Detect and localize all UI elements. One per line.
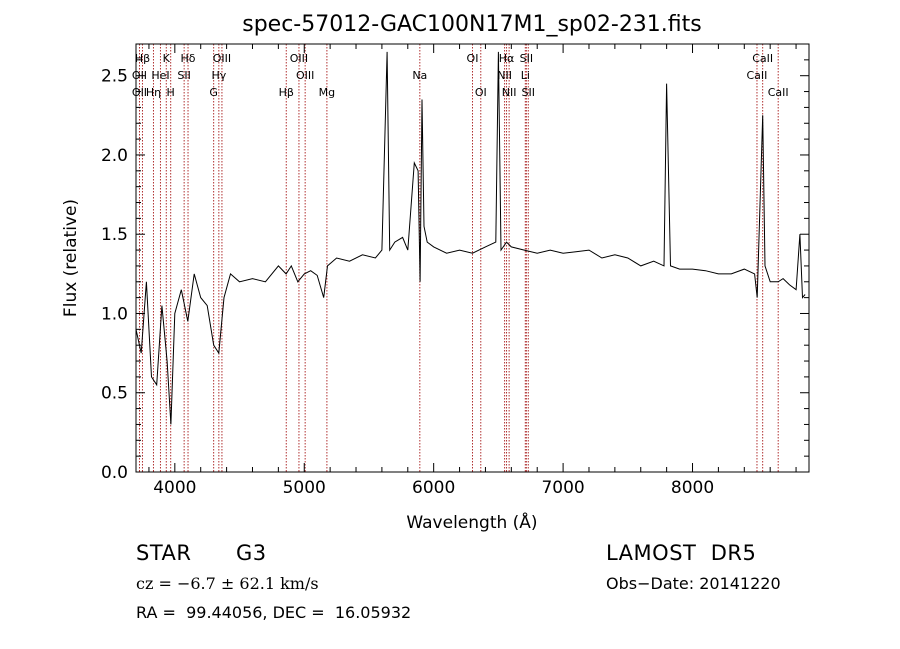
plot-frame	[135, 43, 810, 473]
line-label: SII	[520, 52, 533, 65]
line-label: H	[167, 86, 175, 99]
y-tick-label: 1.5	[101, 225, 128, 245]
line-label: OIII	[296, 69, 314, 82]
line-label: OII	[132, 86, 147, 99]
x-tick-label: 6000	[412, 478, 455, 498]
line-label: CaII	[768, 86, 789, 99]
line-label: OI	[467, 52, 479, 65]
line-label: OI	[475, 86, 487, 99]
x-axis: 4000 5000 6000 7000 8000	[148, 44, 797, 498]
line-label: Mg	[319, 86, 335, 99]
y-axis-label: Flux (relative)	[61, 199, 81, 317]
line-label: K	[163, 52, 171, 65]
observation-date: Obs−Date: 20141220	[606, 574, 781, 593]
line-label: SII	[522, 86, 535, 99]
line-label: Hβ	[279, 86, 294, 99]
line-label: G	[209, 86, 218, 99]
object-subclass: G3	[236, 541, 267, 565]
line-label: Li	[521, 69, 530, 82]
data-release: LAMOST DR5	[606, 541, 757, 565]
emission-line-labels: Hβ K Hδ OIII OIII OI Hα SII CaII OII HeI SII Hγ OIII N…	[132, 52, 789, 99]
line-label: Hδ	[181, 52, 196, 65]
coordinates: RA = 99.44056, DEC = 16.05932	[136, 603, 412, 622]
object-class: STAR	[136, 541, 192, 565]
x-axis-label: Wavelength (Å)	[406, 511, 537, 533]
y-tick-label: 2.0	[101, 146, 128, 166]
y-tick-label: 0.5	[101, 384, 128, 404]
line-label: OIII	[213, 52, 231, 65]
line-label: NII	[502, 86, 517, 99]
line-label: NII	[497, 69, 512, 82]
line-label: Hη	[146, 86, 161, 99]
y-tick-label: 2.5	[101, 67, 128, 87]
x-tick-label: 8000	[671, 478, 714, 498]
x-tick-label: 5000	[283, 478, 326, 498]
line-label: SII	[177, 69, 190, 82]
spectrum-line	[135, 51, 806, 425]
line-label: HeI	[151, 69, 169, 82]
y-tick-label: 0.0	[101, 463, 128, 483]
line-label: CaII	[752, 52, 773, 65]
line-label: OIII	[290, 52, 308, 65]
y-tick-label: 1.0	[101, 304, 128, 324]
redshift-velocity: cz = −6.7 ± 62.1 km/s	[136, 574, 319, 593]
y-axis: 0.0 0.5 1.0 1.5 2.0 2.5	[101, 43, 809, 483]
emission-line-markers	[138, 44, 779, 472]
line-label: CaII	[747, 69, 768, 82]
line-label: Hβ	[135, 52, 150, 65]
x-tick-label: 4000	[153, 478, 196, 498]
line-label: Hα	[499, 52, 515, 65]
x-tick-label: 7000	[541, 478, 584, 498]
line-label: Na	[412, 69, 427, 82]
chart-title: spec-57012-GAC100N17M1_sp02-231.fits	[242, 12, 702, 37]
line-label: Hγ	[211, 69, 226, 82]
